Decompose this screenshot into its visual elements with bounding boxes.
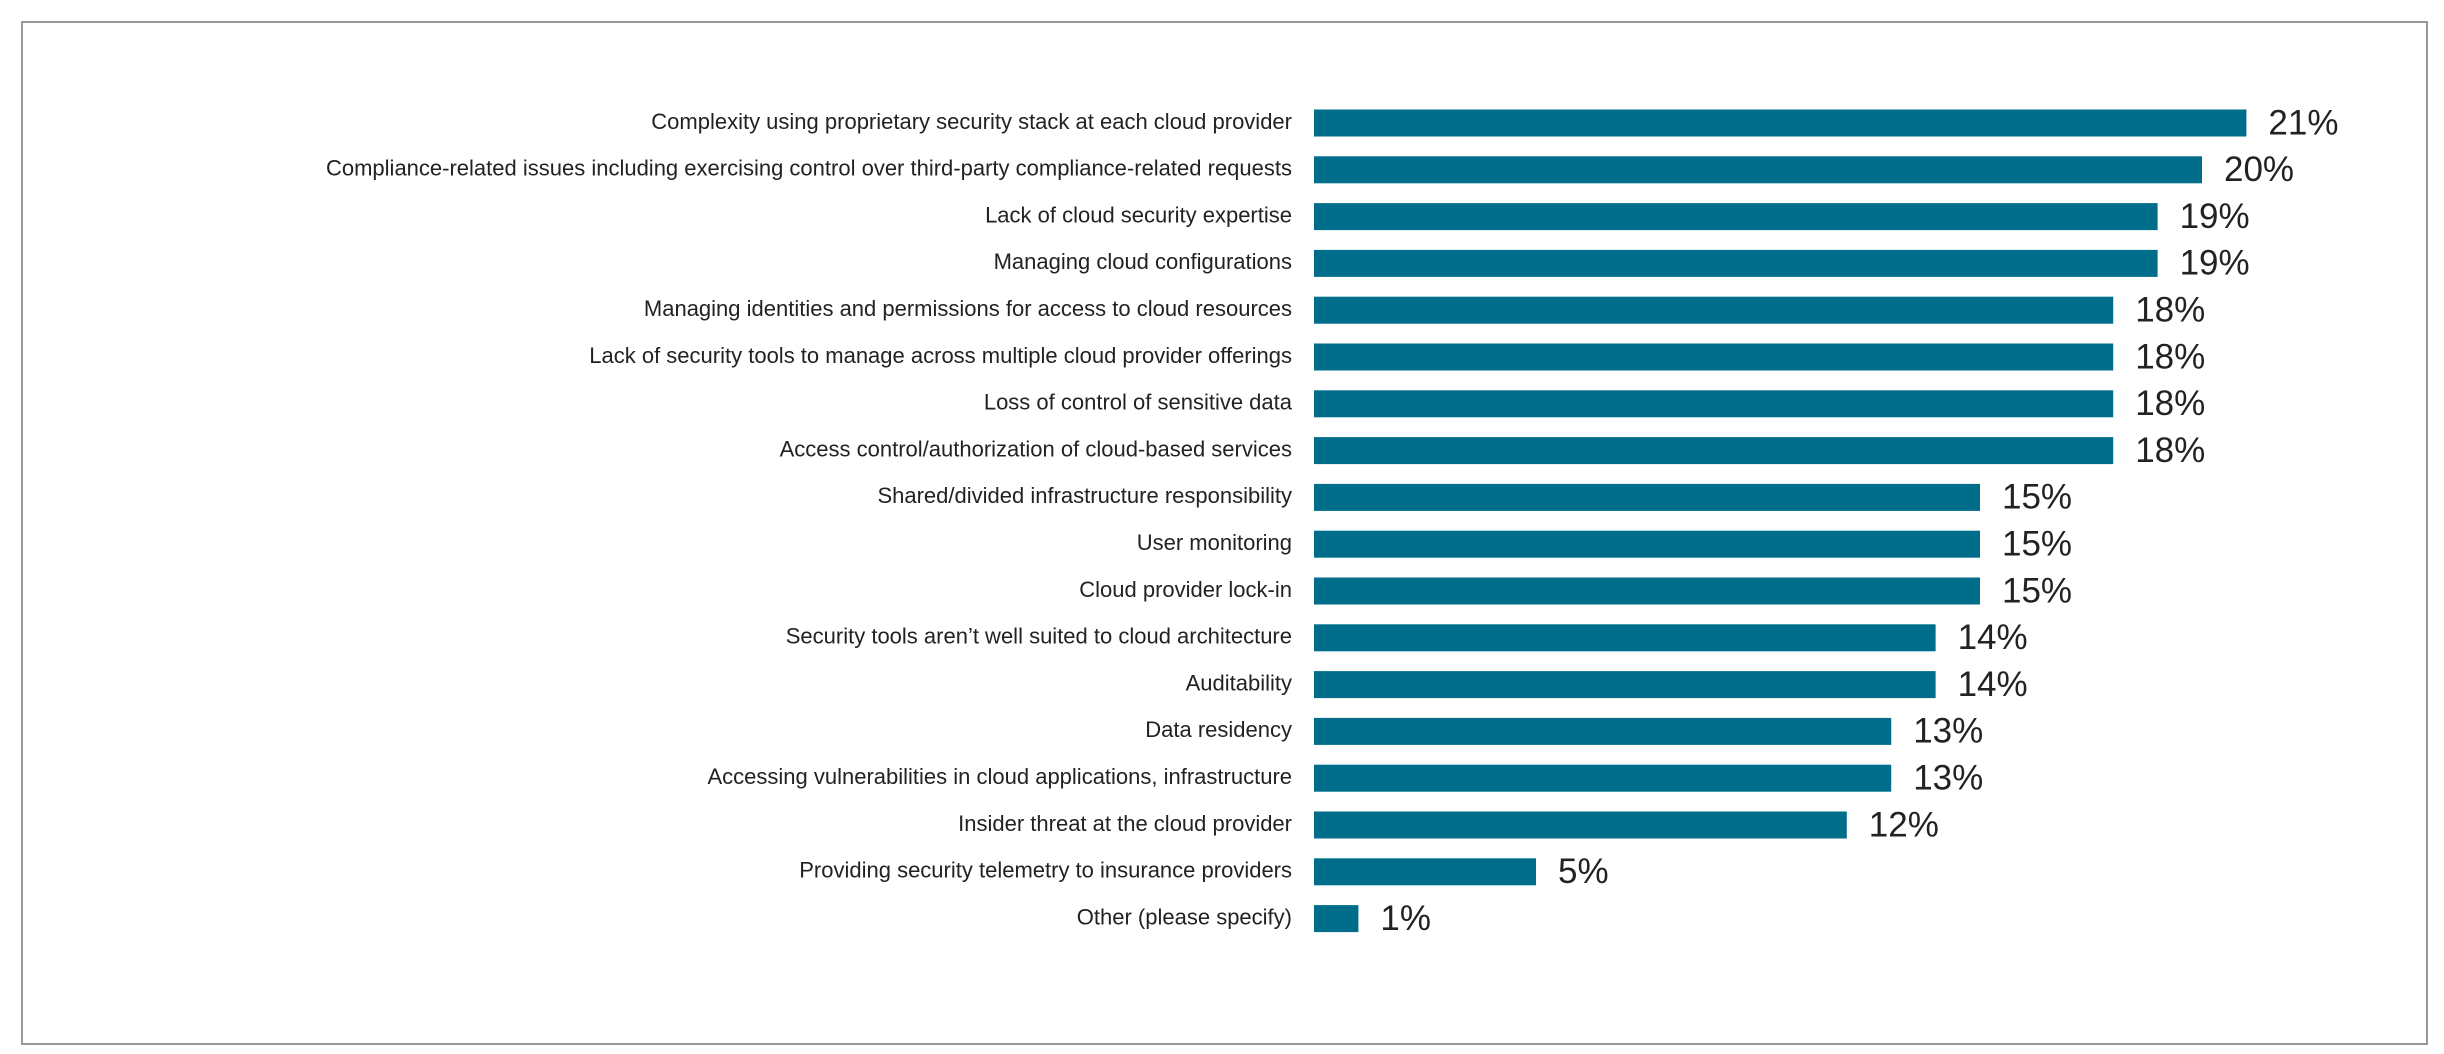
category-label: Security tools aren’t well suited to clo… — [786, 624, 1292, 649]
value-label: 14% — [1958, 618, 2028, 657]
category-label: Insider threat at the cloud provider — [958, 811, 1292, 836]
bar — [1314, 109, 2247, 137]
value-label: 18% — [2135, 431, 2205, 470]
chart-frame — [21, 21, 2428, 1045]
bar — [1314, 156, 2202, 184]
value-label: 15% — [2002, 524, 2072, 563]
bar — [1314, 437, 2114, 465]
category-label: User monitoring — [1137, 530, 1292, 555]
bar — [1314, 530, 1980, 558]
value-label: 15% — [2002, 571, 2072, 610]
category-label: Lack of security tools to manage across … — [589, 343, 1292, 368]
category-label: Managing cloud configurations — [994, 249, 1292, 274]
value-label: 18% — [2135, 384, 2205, 423]
category-label: Cloud provider lock-in — [1079, 577, 1292, 602]
bar — [1314, 577, 1980, 605]
bar — [1314, 717, 1892, 745]
category-label: Managing identities and permissions for … — [644, 296, 1292, 321]
bar — [1314, 390, 2114, 418]
category-label: Shared/divided infrastructure responsibi… — [877, 483, 1292, 508]
value-label: 19% — [2180, 197, 2250, 236]
value-label: 14% — [1958, 665, 2028, 704]
value-label: 19% — [2180, 244, 2250, 283]
value-label: 13% — [1913, 712, 1983, 751]
category-label: Lack of cloud security expertise — [985, 202, 1292, 227]
bar — [1314, 905, 1359, 933]
category-label: Complexity using proprietary security st… — [651, 109, 1292, 134]
value-label: 12% — [1869, 805, 1939, 844]
value-label: 1% — [1380, 899, 1431, 938]
bar — [1314, 296, 2114, 324]
category-label: Other (please specify) — [1077, 904, 1292, 929]
category-label: Loss of control of sensitive data — [984, 390, 1293, 415]
value-label: 18% — [2135, 290, 2205, 329]
value-label: 5% — [1558, 852, 1609, 891]
bar — [1314, 483, 1980, 511]
category-label: Access control/authorization of cloud-ba… — [780, 436, 1292, 461]
value-label: 13% — [1913, 758, 1983, 797]
bar — [1314, 343, 2114, 371]
value-label: 21% — [2268, 103, 2338, 142]
bar — [1314, 764, 1892, 792]
bar — [1314, 811, 1847, 839]
bar — [1314, 249, 2158, 277]
category-label: Compliance-related issues including exer… — [326, 156, 1292, 181]
category-label: Providing security telemetry to insuranc… — [799, 858, 1292, 883]
value-label: 20% — [2224, 150, 2294, 189]
category-label: Data residency — [1145, 717, 1292, 742]
bar — [1314, 671, 1936, 699]
bar — [1314, 203, 2158, 231]
value-label: 18% — [2135, 337, 2205, 376]
category-label: Auditability — [1186, 670, 1292, 695]
category-label: Accessing vulnerabilities in cloud appli… — [707, 764, 1292, 789]
value-label: 15% — [2002, 478, 2072, 517]
bar — [1314, 858, 1536, 886]
bar — [1314, 624, 1936, 652]
